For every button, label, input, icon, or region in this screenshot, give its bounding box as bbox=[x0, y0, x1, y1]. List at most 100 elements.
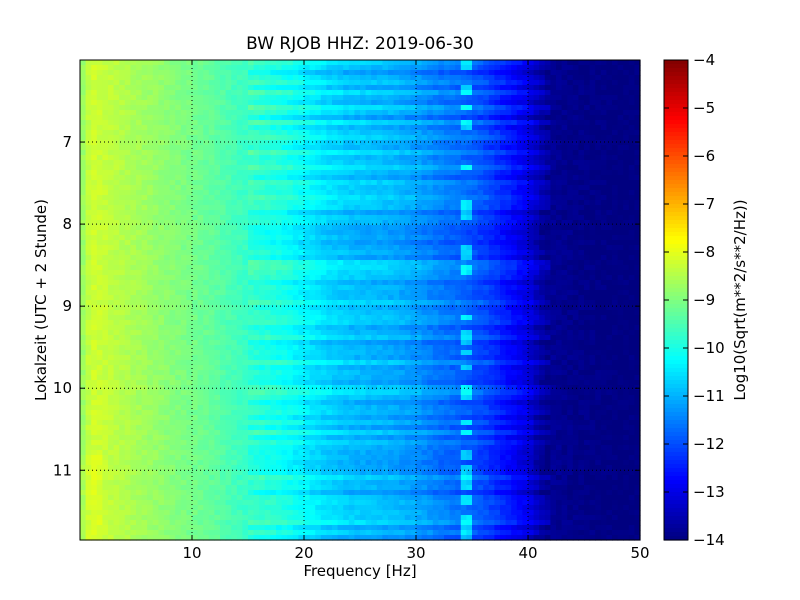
heatmap-cell bbox=[600, 270, 607, 276]
heatmap-cell bbox=[533, 280, 540, 286]
heatmap-cell bbox=[556, 280, 563, 286]
heatmap-cell bbox=[438, 170, 445, 176]
heatmap-cell bbox=[236, 205, 243, 211]
heatmap-cell bbox=[80, 300, 87, 306]
heatmap-cell bbox=[253, 265, 260, 271]
heatmap-cell bbox=[628, 145, 635, 151]
heatmap-cell bbox=[567, 235, 574, 241]
heatmap-cell bbox=[460, 185, 467, 191]
heatmap-cell bbox=[102, 140, 109, 146]
heatmap-cell bbox=[393, 60, 400, 66]
heatmap-cell bbox=[533, 145, 540, 151]
heatmap-cell bbox=[158, 255, 165, 261]
heatmap-cell bbox=[348, 70, 355, 76]
heatmap-cell bbox=[432, 295, 439, 301]
heatmap-cell bbox=[147, 295, 154, 301]
heatmap-cell bbox=[119, 285, 126, 291]
heatmap-cell bbox=[242, 75, 249, 81]
heatmap-cell bbox=[528, 225, 535, 231]
heatmap-cell bbox=[505, 170, 512, 176]
heatmap-cell bbox=[477, 190, 484, 196]
heatmap-cell bbox=[85, 240, 92, 246]
heatmap-cell bbox=[192, 290, 199, 296]
heatmap-cell bbox=[399, 150, 406, 156]
heatmap-cell bbox=[192, 185, 199, 191]
heatmap-cell bbox=[539, 165, 546, 171]
heatmap-cell bbox=[449, 185, 456, 191]
heatmap-cell bbox=[304, 215, 311, 221]
heatmap-cell bbox=[270, 120, 277, 126]
heatmap-cell bbox=[494, 155, 501, 161]
heatmap-cell bbox=[432, 245, 439, 251]
heatmap-cell bbox=[343, 285, 350, 291]
heatmap-cell bbox=[365, 125, 372, 131]
heatmap-cell bbox=[141, 250, 148, 256]
heatmap-cell bbox=[225, 80, 232, 86]
heatmap-cell bbox=[612, 160, 619, 166]
heatmap-cell bbox=[628, 150, 635, 156]
heatmap-cell bbox=[449, 255, 456, 261]
heatmap-cell bbox=[192, 70, 199, 76]
heatmap-cell bbox=[371, 205, 378, 211]
heatmap-cell bbox=[477, 215, 484, 221]
heatmap-cell bbox=[449, 90, 456, 96]
heatmap-cell bbox=[130, 90, 137, 96]
heatmap-cell bbox=[600, 180, 607, 186]
heatmap-cell bbox=[192, 250, 199, 256]
heatmap-cell bbox=[248, 220, 255, 226]
heatmap-cell bbox=[158, 305, 165, 311]
heatmap-cell bbox=[472, 255, 479, 261]
heatmap-cell bbox=[108, 180, 115, 186]
heatmap-cell bbox=[561, 115, 568, 121]
heatmap-cell bbox=[606, 165, 613, 171]
heatmap-cell bbox=[623, 190, 630, 196]
heatmap-cell bbox=[343, 200, 350, 206]
heatmap-cell bbox=[561, 75, 568, 81]
heatmap-cell bbox=[438, 265, 445, 271]
heatmap-cell bbox=[567, 100, 574, 106]
heatmap-cell bbox=[444, 90, 451, 96]
heatmap-cell bbox=[119, 205, 126, 211]
heatmap-cell bbox=[96, 110, 103, 116]
heatmap-cell bbox=[539, 150, 546, 156]
heatmap-cell bbox=[460, 290, 467, 296]
heatmap-cell bbox=[421, 140, 428, 146]
heatmap-cell bbox=[108, 215, 115, 221]
heatmap-cell bbox=[276, 285, 283, 291]
heatmap-cell bbox=[124, 170, 131, 176]
heatmap-cell bbox=[158, 155, 165, 161]
heatmap-cell bbox=[298, 175, 305, 181]
heatmap-cell bbox=[522, 255, 529, 261]
heatmap-cell bbox=[365, 290, 372, 296]
heatmap-cell bbox=[488, 250, 495, 256]
heatmap-cell bbox=[371, 195, 378, 201]
heatmap-cell bbox=[416, 300, 423, 306]
heatmap-cell bbox=[225, 290, 232, 296]
heatmap-cell bbox=[248, 285, 255, 291]
heatmap-cell bbox=[203, 250, 210, 256]
heatmap-cell bbox=[259, 230, 266, 236]
heatmap-cell bbox=[483, 270, 490, 276]
heatmap-cell bbox=[80, 240, 87, 246]
heatmap-cell bbox=[399, 280, 406, 286]
heatmap-cell bbox=[494, 200, 501, 206]
heatmap-cell bbox=[472, 90, 479, 96]
heatmap-cell bbox=[276, 280, 283, 286]
heatmap-cell bbox=[528, 220, 535, 226]
heatmap-cell bbox=[225, 115, 232, 121]
heatmap-cell bbox=[533, 220, 540, 226]
heatmap-cell bbox=[427, 255, 434, 261]
heatmap-cell bbox=[505, 140, 512, 146]
heatmap-cell bbox=[444, 135, 451, 141]
heatmap-cell bbox=[253, 275, 260, 281]
heatmap-cell bbox=[584, 95, 591, 101]
heatmap-cell bbox=[108, 75, 115, 81]
heatmap-cell bbox=[141, 300, 148, 306]
heatmap-cell bbox=[561, 215, 568, 221]
heatmap-cell bbox=[214, 65, 221, 71]
heatmap-cell bbox=[270, 115, 277, 121]
heatmap-cell bbox=[354, 85, 361, 91]
heatmap-cell bbox=[270, 60, 277, 66]
heatmap-cell bbox=[108, 175, 115, 181]
heatmap-cell bbox=[130, 130, 137, 136]
